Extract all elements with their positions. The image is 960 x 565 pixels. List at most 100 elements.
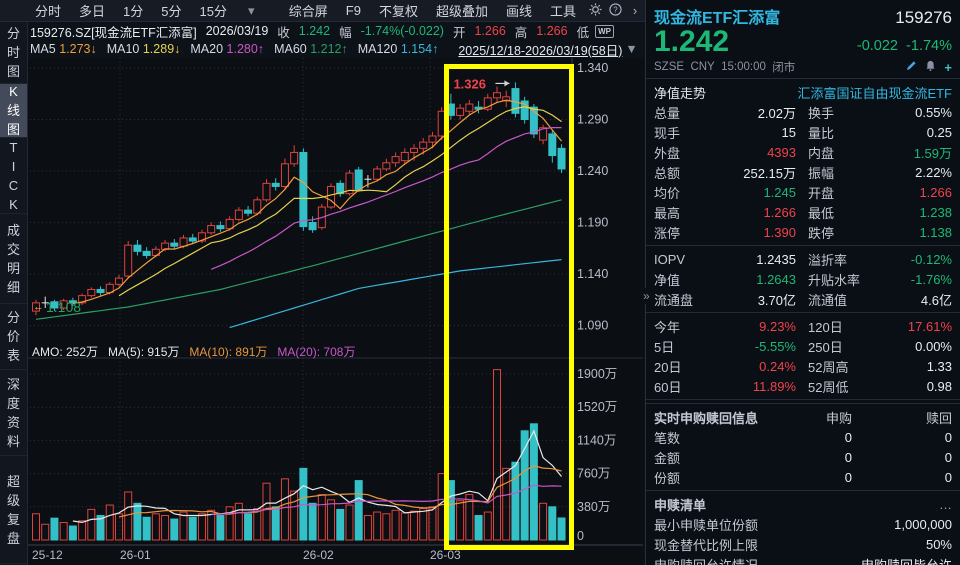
redemption-list: 申赎清单… 最小申赎单位份额 1,000,000 现金替代比例上限 50% 申购赎回允许情… — [646, 494, 960, 565]
svg-text:26-02: 26-02 — [303, 548, 334, 562]
volume-indicator-header: AMO: 252万 MA(5): 915万 MA(10): 891万 MA(20): … — [32, 343, 365, 359]
panel-expander-chevron[interactable]: » — [643, 288, 655, 304]
svg-text:1.340: 1.340 — [577, 61, 608, 75]
open-value: 1.266 — [474, 24, 506, 38]
date-text: 2026/03/19 — [205, 24, 269, 38]
svg-text:←: ← — [33, 301, 44, 313]
redemption-row: 现金替代比例上限 50% — [654, 536, 952, 553]
exchange-label: SZSE — [654, 61, 685, 73]
high-value: 1.266 — [536, 24, 568, 38]
ma-values: MA5 1.273↓ MA10 1.289↓ MA20 1.280↑ MA60 1.2… — [30, 42, 448, 56]
ma-item: MA5 1.273↓ — [30, 42, 97, 56]
open-label: 开 — [452, 25, 466, 40]
svg-text:1.240: 1.240 — [577, 164, 608, 178]
amo-header-item: AMO: 252万 — [32, 345, 99, 359]
period-dropdown-caret-icon[interactable]: ▾ — [247, 2, 255, 18]
quote-panel-header: 现金流ETF汇添富 159276 1.242 -0.022 -1.74% SZS… — [646, 0, 960, 75]
tab-multiday[interactable]: 多日 — [79, 4, 106, 19]
sidebar-item-成交明细[interactable]: 成交明细 — [0, 214, 27, 304]
wp-floating-icon[interactable]: WP — [595, 24, 614, 38]
sidebar-item-深度资料[interactable]: 深度资料 — [0, 370, 27, 456]
svg-text:380万: 380万 — [577, 500, 610, 514]
redemption-row: 申购赎回允许情况 申购赎回皆允许 — [654, 557, 952, 565]
quote-row: 现手 15 量比 0.25 — [654, 124, 952, 141]
ma-item: MA60 1.212↑ — [274, 42, 348, 56]
chg-label: 幅 — [339, 25, 352, 40]
last-price: 1.242 — [654, 25, 730, 58]
quote-row: 60日 11.89% 52周低 0.98 — [654, 378, 952, 395]
sidebar-item-分时图[interactable]: 分时图 — [0, 22, 27, 84]
svg-text:1.108: 1.108 — [46, 299, 81, 315]
tools-button[interactable]: 工具 — [549, 4, 576, 19]
subscription-row: 金额 0 0 — [654, 449, 952, 466]
svg-text:25-12: 25-12 — [32, 548, 63, 562]
sidebar-item-分价表[interactable]: 分价表 — [0, 304, 27, 370]
svg-text:26-01: 26-01 — [120, 548, 151, 562]
subscription-row: 笔数 0 0 — [654, 429, 952, 446]
tab-15min[interactable]: 15分 — [199, 4, 227, 19]
svg-text:26-03: 26-03 — [430, 548, 461, 562]
quote-time: 15:00:00 — [721, 61, 766, 73]
quote-row: 净值走势 汇添富国证自由现金流ETF — [654, 85, 952, 101]
edit-pencil-icon[interactable] — [906, 60, 917, 74]
svg-text:1.140: 1.140 — [577, 267, 608, 281]
quote-row: 流通盘 3.70亿 流通值 4.6亿 — [654, 292, 952, 308]
chevron-right-icon[interactable]: › — [632, 3, 638, 18]
main-toolbar: 分时 多日 1分 5分 15分 ▾ 综合屏 F9 不复权 超级叠加 画线 工具 … — [0, 0, 645, 22]
quote-row: 5日 -5.55% 250日 0.00% — [654, 338, 952, 355]
quote-row: IOPV 1.2435 溢折率 -0.12% — [654, 251, 952, 268]
quote-row: 总量 2.02万 换手 0.55% — [654, 104, 952, 121]
svg-text:1140万: 1140万 — [577, 433, 616, 447]
svg-text:760万: 760万 — [577, 467, 610, 481]
ma-item: MA20 1.280↑ — [190, 42, 265, 56]
quote-row: 20日 0.24% 52周高 1.33 — [654, 358, 952, 375]
high-label: 高 — [514, 25, 528, 40]
gear-icon[interactable] — [585, 2, 605, 19]
quote-data-rows: 净值走势 汇添富国证自由现金流ETF 总量 2.02万 换手 0.55% 现手 15 量比 0.2… — [646, 82, 960, 400]
amo-header-item: MA(20): 708万 — [277, 345, 356, 359]
tab-5min[interactable]: 5分 — [161, 4, 182, 19]
quote-row: 均价 1.245 开盘 1.266 — [654, 184, 952, 201]
tab-timeline[interactable]: 分时 — [35, 4, 62, 19]
f9-button[interactable]: F9 — [345, 3, 361, 18]
low-label: 低 — [576, 25, 590, 40]
alert-bell-icon[interactable] — [925, 60, 936, 74]
ma-item: MA10 1.289↓ — [106, 42, 181, 56]
svg-text:1520万: 1520万 — [577, 400, 617, 414]
close-value: 1.242 — [298, 24, 331, 38]
svg-text:0: 0 — [577, 529, 584, 543]
quote-panel: 现金流ETF汇添富 159276 1.242 -0.022 -1.74% SZS… — [645, 0, 960, 565]
market-status: 闭市 — [772, 62, 796, 74]
more-ellipsis[interactable]: … — [939, 496, 952, 512]
security-code: 159276 — [895, 8, 952, 27]
ma-indicator-bar: MA5 1.273↓ MA10 1.289↓ MA20 1.280↑ MA60 1.2… — [30, 40, 656, 58]
redemption-row: 最小申赎单位份额 1,000,000 — [654, 516, 952, 533]
sidebar-item-超级复盘[interactable]: 超级复盘 — [0, 456, 27, 564]
svg-text:1.326: 1.326 — [453, 76, 486, 91]
draw-line-button[interactable]: 画线 — [505, 4, 532, 19]
super-overlay-button[interactable]: 超级叠加 — [435, 4, 488, 19]
range-caret-icon[interactable]: ▼ — [625, 42, 638, 56]
add-to-watchlist-icon[interactable]: + — [944, 59, 952, 75]
svg-text:1.090: 1.090 — [577, 319, 608, 333]
security-name: 现金流ETF汇添富 — [654, 10, 781, 27]
tab-1min[interactable]: 1分 — [123, 4, 144, 19]
quote-row: 外盘 4393 内盘 1.59万 — [654, 144, 952, 161]
date-range-selector[interactable]: 2025/12/18-2026/03/19(58日) — [458, 43, 623, 58]
no-adjust-button[interactable]: 不复权 — [378, 4, 418, 19]
redemption-header: 申赎清单… — [654, 496, 952, 513]
ma-item: MA120 1.154↑ — [357, 42, 439, 56]
price-change: -0.022 -1.74% — [856, 38, 952, 54]
quote-row: 涨停 1.390 跌停 1.138 — [654, 224, 952, 241]
svg-text:?: ? — [613, 5, 618, 14]
quote-row: 最高 1.266 最低 1.238 — [654, 204, 952, 221]
composite-screen-button[interactable]: 综合屏 — [288, 4, 328, 19]
svg-text:1900万: 1900万 — [577, 367, 617, 381]
subscription-header: 实时申购赎回信息 申购 赎回 — [654, 410, 952, 426]
help-icon[interactable]: ? — [605, 2, 625, 19]
